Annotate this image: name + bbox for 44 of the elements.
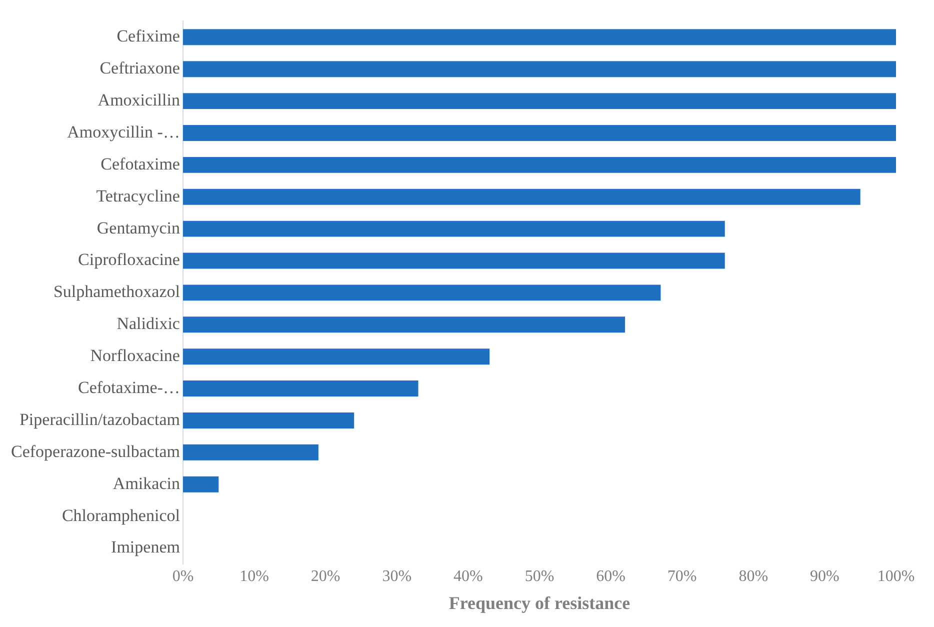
y-tick-label: Nalidixic <box>116 314 180 334</box>
y-tick-label: Imipenem <box>111 538 180 557</box>
bar <box>182 348 490 365</box>
y-tick-label: Cefixime <box>116 26 180 46</box>
x-tick-label: 90% <box>810 568 840 586</box>
y-tick-label: Gentamycin <box>96 218 180 238</box>
bar <box>182 252 725 269</box>
bar <box>182 125 896 141</box>
x-tick-label: 50% <box>524 568 554 586</box>
y-tick-label: Amoxycillin -… <box>67 122 180 142</box>
y-tick-label: Tetracycline <box>96 186 180 206</box>
bar <box>182 476 219 492</box>
bar <box>182 284 661 301</box>
x-tick-label: 0% <box>172 568 194 586</box>
bar <box>182 220 725 237</box>
x-tick-label: 80% <box>738 568 768 586</box>
y-tick-label: Cefotaxime <box>100 154 180 174</box>
x-axis-title: Frequency of resistance <box>448 592 630 613</box>
bar <box>182 93 896 110</box>
x-tick-label: 40% <box>454 568 483 586</box>
y-tick-label: Ciprofloxacine <box>78 250 180 270</box>
x-tick-label: 10% <box>240 568 269 586</box>
x-tick-label: 70% <box>667 568 697 586</box>
bar <box>182 156 896 173</box>
y-tick-label: Amikacin <box>112 474 180 493</box>
y-tick-label: Cefoperazone-sulbactam <box>10 442 180 461</box>
y-tick-label: Piperacillin/tazobactam <box>19 410 180 429</box>
y-tick-label: Cefotaxime-… <box>78 378 180 397</box>
y-tick-label: Ceftriaxone <box>100 58 180 78</box>
bar <box>182 316 626 333</box>
x-tick-label: 60% <box>596 568 626 586</box>
y-tick-label: Chloramphenicol <box>62 506 180 525</box>
bar <box>182 412 354 428</box>
y-tick-label: Norfloxacine <box>90 346 180 366</box>
y-tick-label: Sulphamethoxazol <box>53 282 180 302</box>
bar <box>182 188 860 205</box>
x-tick-label: 30% <box>382 568 412 586</box>
bar <box>182 380 418 397</box>
bar <box>182 29 896 46</box>
bar <box>182 61 896 78</box>
x-tick-label: 20% <box>310 568 340 586</box>
y-tick-label: Amoxicillin <box>98 90 180 110</box>
x-tick-label: 100% <box>877 568 915 586</box>
bar <box>182 444 318 460</box>
